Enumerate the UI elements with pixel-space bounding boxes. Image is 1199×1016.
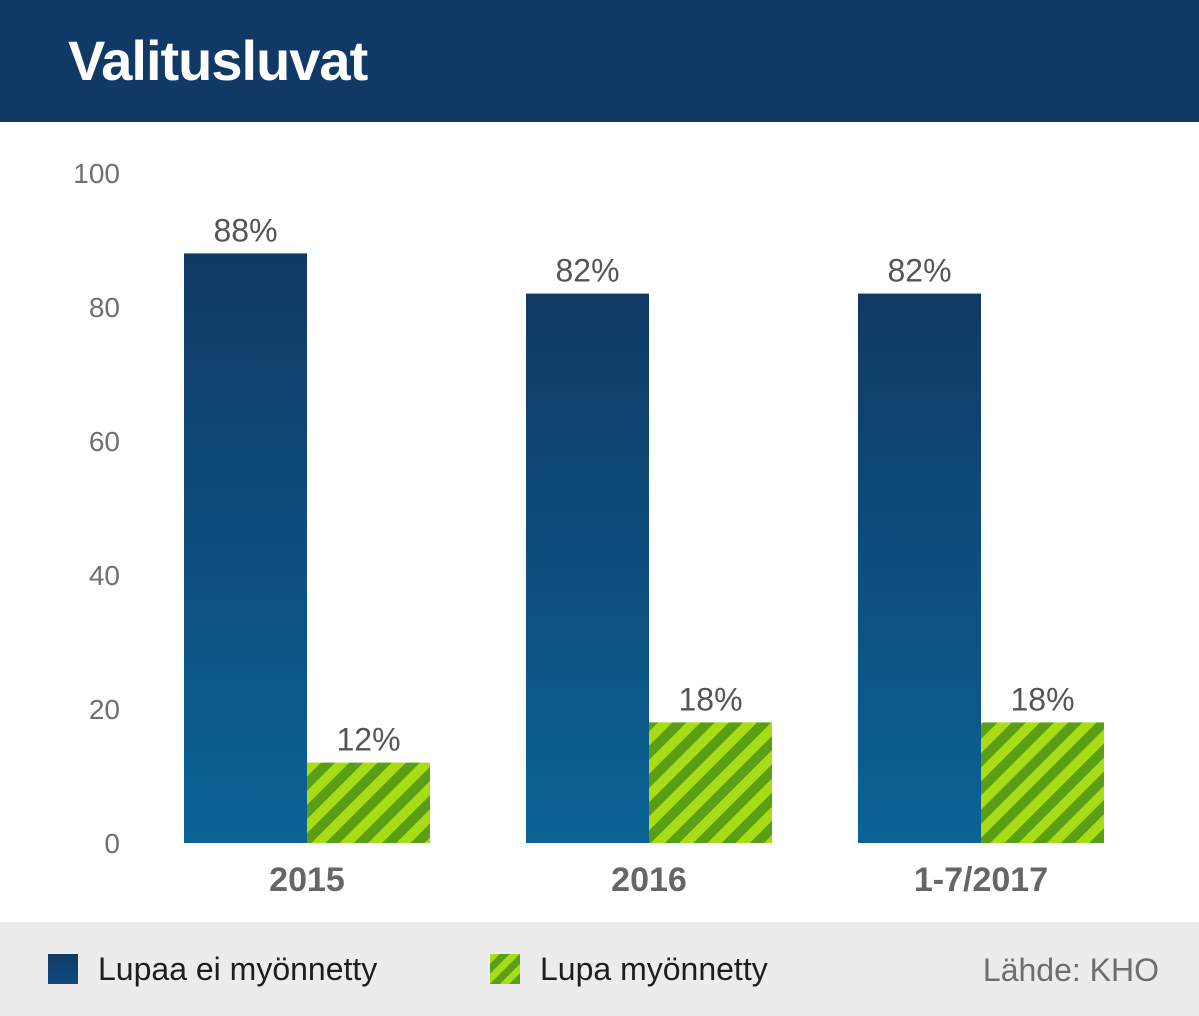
- y-tick-label: 80: [89, 292, 120, 323]
- bar-value-label: 12%: [336, 722, 400, 758]
- bar-value-label: 18%: [1010, 681, 1074, 717]
- x-category-label: 2015: [269, 861, 345, 899]
- bar-value-label: 82%: [555, 253, 619, 289]
- bar-chart: 0 20 40 60 80 100 88% 12% 82% 18% 82% 18% 2015 2016…: [73, 158, 1104, 899]
- bar-granted: [981, 722, 1104, 843]
- source-note: Lähde: KHO: [982, 952, 1159, 988]
- x-axis: 2015 2016 1-7/2017: [269, 861, 1048, 899]
- x-category-label: 2016: [611, 861, 687, 899]
- bar-value-label: 88%: [213, 212, 277, 248]
- bar-not-granted: [858, 293, 981, 844]
- bar-not-granted: [184, 253, 307, 843]
- legend-label-granted: Lupa myönnetty: [540, 950, 768, 987]
- y-tick-label: 20: [89, 694, 120, 725]
- y-axis: 0 20 40 60 80 100: [73, 158, 120, 859]
- legend-label-not-granted: Lupaa ei myönnetty: [98, 950, 378, 987]
- legend-item-granted: Lupa myönnetty: [490, 950, 768, 987]
- bar-value-label: 82%: [887, 253, 951, 289]
- y-tick-label: 0: [104, 828, 120, 859]
- y-tick-label: 40: [89, 560, 120, 591]
- chart-title: Valitusluvat: [68, 29, 368, 92]
- x-category-label: 1-7/2017: [914, 861, 1048, 899]
- legend-item-not-granted: Lupaa ei myönnetty: [48, 950, 378, 987]
- bar-not-granted: [526, 293, 649, 844]
- bar-value-label: 18%: [678, 681, 742, 717]
- legend-footer: Lupaa ei myönnetty Lupa myönnetty Lähde:…: [0, 922, 1199, 1016]
- legend-swatch-navy: [48, 954, 78, 984]
- bars: 88% 12% 82% 18% 82% 18%: [184, 212, 1104, 844]
- bar-granted: [649, 722, 772, 843]
- bar-granted: [307, 762, 430, 843]
- legend-swatch-green: [490, 954, 520, 984]
- y-tick-label: 60: [89, 426, 120, 457]
- y-tick-label: 100: [73, 158, 120, 189]
- chart-header: Valitusluvat: [0, 0, 1199, 122]
